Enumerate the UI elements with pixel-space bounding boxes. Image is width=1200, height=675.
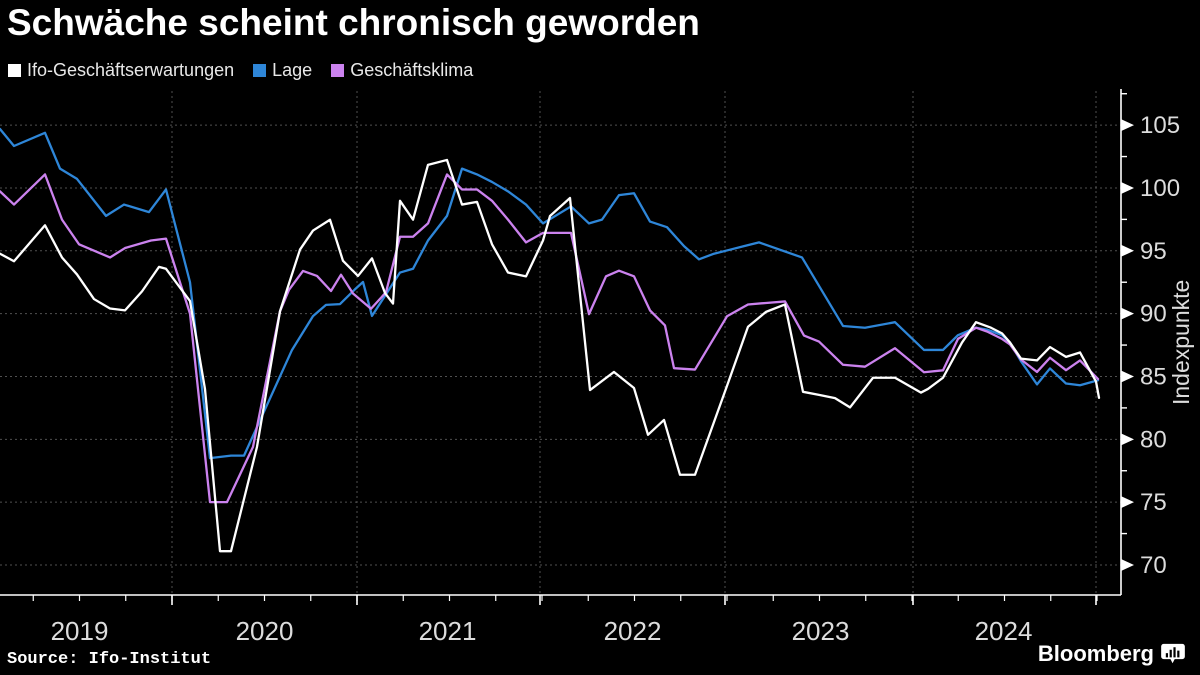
svg-text:90: 90 <box>1140 301 1167 328</box>
svg-text:85: 85 <box>1140 363 1167 390</box>
svg-text:105: 105 <box>1140 112 1180 139</box>
svg-text:2024: 2024 <box>975 616 1033 646</box>
svg-text:75: 75 <box>1140 489 1167 516</box>
svg-text:70: 70 <box>1140 552 1167 579</box>
svg-text:2023: 2023 <box>792 616 850 646</box>
svg-text:2020: 2020 <box>236 616 294 646</box>
svg-text:80: 80 <box>1140 426 1167 453</box>
svg-text:95: 95 <box>1140 238 1167 265</box>
svg-text:Indexpunkte: Indexpunkte <box>1168 280 1194 405</box>
svg-text:2021: 2021 <box>419 616 477 646</box>
svg-text:2019: 2019 <box>51 616 109 646</box>
svg-text:2022: 2022 <box>604 616 662 646</box>
svg-text:100: 100 <box>1140 175 1180 202</box>
